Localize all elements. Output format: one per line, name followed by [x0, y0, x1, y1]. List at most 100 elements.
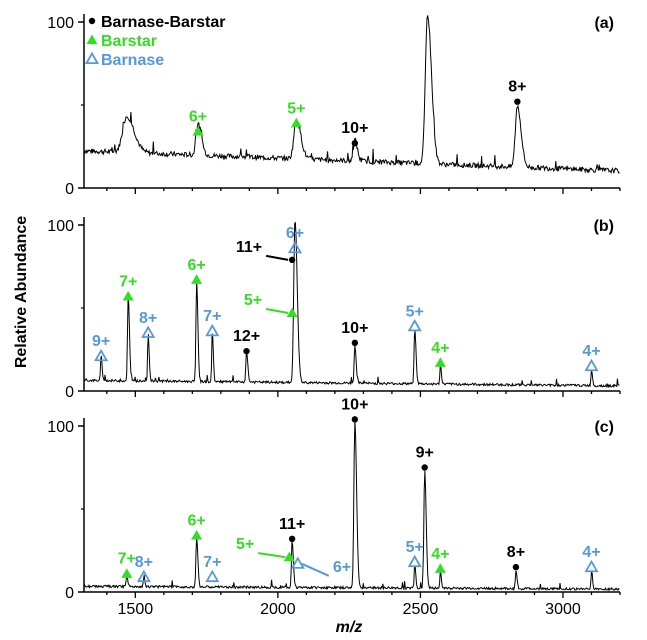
- charge-state-label: 11+: [279, 516, 305, 533]
- peak-annotation: 7+: [203, 308, 221, 337]
- peak-annotation: 11+: [236, 239, 296, 264]
- peak-annotation: 11+: [279, 516, 305, 543]
- charge-state-label: 8+: [507, 544, 525, 561]
- charge-state-label: 6+: [333, 559, 351, 576]
- y-tick-label: 100: [47, 419, 74, 436]
- charge-state-label: 5+: [287, 100, 305, 117]
- panel-label: (c): [594, 419, 614, 436]
- spectrum-trace: [83, 221, 620, 389]
- dot-marker: [351, 339, 359, 347]
- panel-label: (a): [594, 15, 614, 32]
- filled-triangle-marker: [286, 307, 298, 318]
- open-triangle-marker: [407, 554, 422, 568]
- peak-annotation: 5+: [406, 539, 424, 568]
- charge-state-label: 10+: [341, 396, 368, 413]
- y-axis-label: Relative Abundance: [13, 216, 30, 368]
- peak-annotation: 9+: [92, 333, 110, 362]
- filled-triangle-marker: [434, 563, 446, 573]
- open-triangle-marker: [84, 51, 100, 65]
- peak-annotation: 4+: [582, 544, 601, 573]
- x-tick-label: 2500: [403, 601, 439, 618]
- peak-annotation: 10+: [341, 396, 368, 423]
- open-triangle-marker: [141, 325, 156, 338]
- dot-marker: [288, 256, 296, 264]
- legend: Barnase-Barstar Barstar Barnase: [84, 14, 226, 69]
- peak-annotation: 4+: [431, 546, 450, 573]
- leader-line: [258, 552, 286, 559]
- open-triangle-marker: [584, 559, 599, 573]
- peak-annotation: 9+: [416, 445, 434, 471]
- charge-state-label: 4+: [431, 340, 449, 357]
- open-triangle-marker: [205, 323, 220, 337]
- charge-state-label: 6+: [187, 513, 205, 530]
- filled-triangle-marker: [290, 117, 302, 128]
- filled-triangle-marker: [192, 126, 204, 136]
- charge-state-label: 7+: [118, 551, 136, 568]
- filled-triangle-marker: [122, 290, 134, 301]
- x-tick-label: 3000: [545, 601, 581, 618]
- charge-state-label: 7+: [119, 273, 137, 290]
- charge-state-label: 4+: [582, 544, 600, 561]
- open-triangle-marker: [584, 358, 599, 372]
- charge-state-label: 6+: [189, 109, 207, 126]
- charge-state-label: 5+: [244, 292, 262, 309]
- charge-state-label: 4+: [431, 546, 449, 563]
- x-tick-label: 2000: [260, 601, 296, 618]
- charge-state-label: 5+: [406, 303, 424, 320]
- charge-state-label: 10+: [341, 320, 368, 337]
- filled-triangle-marker: [86, 34, 98, 45]
- leader-line: [265, 307, 289, 314]
- peak-annotation: 10+: [341, 320, 368, 347]
- filled-triangle-marker: [191, 274, 203, 284]
- peak-annotation: 5+: [406, 303, 424, 332]
- legend-entry: Barnase-Barstar: [101, 14, 226, 31]
- charge-state-label: 9+: [92, 333, 110, 350]
- charge-state-label: 10+: [341, 120, 368, 137]
- peak-annotation: 7+: [203, 554, 221, 583]
- charge-state-label: 7+: [203, 554, 221, 571]
- dot-marker: [514, 98, 521, 105]
- dot-marker: [88, 17, 96, 25]
- filled-triangle-marker: [191, 530, 203, 540]
- peak-annotation: 5+: [236, 536, 295, 562]
- peak-annotation: 4+: [431, 340, 450, 367]
- open-triangle-marker: [290, 556, 305, 569]
- peak-annotation: 7+: [119, 273, 137, 301]
- peak-annotation: 6+: [290, 556, 351, 577]
- peak-annotation: 12+: [233, 328, 260, 355]
- peak-annotation: 10+: [341, 120, 368, 147]
- peak-annotation: 7+: [118, 551, 136, 578]
- legend-entry: Barstar: [101, 33, 157, 50]
- legend-entry: Barnase: [101, 52, 164, 69]
- peak-annotation: 4+: [582, 343, 601, 372]
- leader-line: [265, 254, 289, 261]
- charge-state-label: 8+: [139, 310, 157, 327]
- open-triangle-marker: [205, 569, 220, 583]
- open-triangle-marker: [287, 240, 303, 254]
- filled-triangle-marker: [283, 551, 295, 562]
- dot-marker: [512, 563, 520, 571]
- spectrum-panel: 0 100 (b) 9+ 7+ 8+ 6+ 7+ 12+ 11+ 5+ 6+ 10+ 5+ 4+ 4+: [47, 217, 621, 401]
- charge-state-label: 6+: [286, 225, 304, 242]
- charge-state-label: 4+: [582, 343, 600, 360]
- filled-triangle-marker: [121, 568, 133, 578]
- dot-marker: [351, 139, 359, 147]
- dot-marker: [243, 347, 250, 355]
- y-tick-label: 0: [65, 384, 74, 401]
- dot-marker: [421, 464, 428, 471]
- charge-state-label: 7+: [203, 308, 221, 325]
- charge-state-label: 11+: [236, 239, 262, 256]
- peak-annotation: 6+: [187, 257, 206, 284]
- panel-label: (b): [594, 218, 614, 235]
- filled-triangle-marker: [434, 357, 446, 367]
- dot-marker: [288, 535, 296, 543]
- dot-marker: [351, 416, 359, 423]
- charge-state-label: 6+: [187, 257, 205, 274]
- open-triangle-marker: [94, 348, 109, 362]
- spectrum-trace: [83, 15, 620, 175]
- spectrum-trace: [83, 420, 620, 592]
- peak-annotation: 8+: [135, 554, 153, 583]
